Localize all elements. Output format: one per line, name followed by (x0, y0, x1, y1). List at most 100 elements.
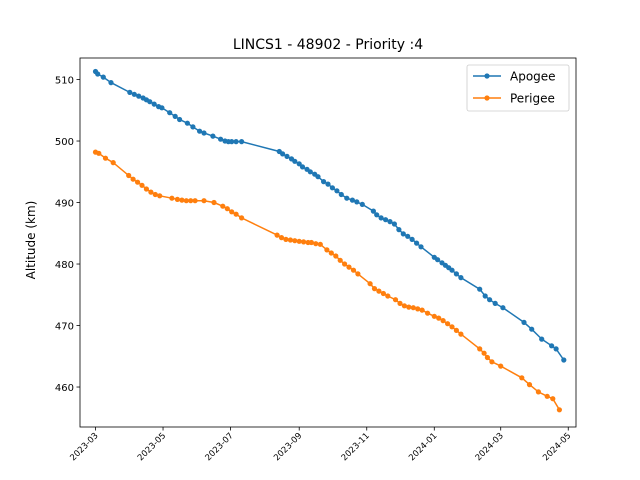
apogee-point (370, 208, 376, 214)
perigee-point (519, 375, 525, 381)
perigee-point (371, 286, 378, 292)
y-axis-label: Altitude (km) (24, 201, 38, 280)
apogee-point (239, 139, 245, 145)
y-tick-label: 460 (55, 383, 74, 394)
apogee-point (233, 139, 239, 145)
apogee-point (127, 89, 133, 95)
perigee-point (324, 247, 330, 253)
y-tick-label: 470 (55, 322, 74, 333)
perigee-point (283, 236, 289, 242)
perigee-point (96, 150, 102, 156)
perigee-point (317, 241, 323, 247)
perigee-series-line (95, 151, 561, 411)
perigee-point (440, 318, 446, 324)
y-tick-label: 500 (55, 137, 74, 148)
perigee-point (550, 396, 556, 402)
apogee-point (435, 257, 441, 263)
perigee-point (392, 297, 399, 303)
perigee-point (308, 239, 314, 246)
perigee-point (328, 250, 334, 256)
perigee-point (229, 209, 235, 215)
perigee-point (419, 307, 425, 313)
axes-frame (79, 57, 577, 428)
apogee-legend-marker (484, 73, 490, 79)
perigee-point (287, 237, 293, 243)
apogee-point (549, 343, 555, 349)
perigee-point (526, 382, 533, 388)
x-tick-label: 2023-05 (136, 431, 168, 463)
perigee-point (498, 363, 504, 369)
apogee-point (315, 174, 321, 180)
perigee-point (152, 191, 158, 198)
apogee-point (159, 105, 165, 111)
apogee-point (299, 164, 306, 170)
perigee-point (233, 211, 239, 217)
apogee-point (201, 130, 207, 136)
perigee-point (337, 257, 343, 263)
apogee-point (325, 181, 331, 187)
perigee-point (477, 346, 483, 352)
apogee-point (349, 197, 355, 203)
apogee-point (387, 219, 393, 225)
apogee-point (218, 136, 224, 142)
perigee-point (401, 303, 407, 309)
apogee-point (190, 124, 196, 130)
y-tick-label: 490 (55, 199, 74, 210)
apogee-point (95, 71, 101, 77)
apogee-point (477, 286, 483, 292)
perigee-point (431, 313, 437, 319)
apogee-point (414, 240, 420, 246)
legend: Apogee Perigee (466, 64, 570, 112)
apogee-point (167, 110, 173, 116)
perigee-point (102, 155, 109, 161)
apogee-point (487, 297, 493, 303)
x-tick-label: 2024-01 (407, 431, 439, 463)
apogee-point (334, 188, 340, 194)
perigee-point (342, 261, 348, 267)
perigee-point (192, 198, 198, 204)
apogee-point (321, 179, 327, 185)
apogee-point (453, 271, 459, 277)
apogee-point (521, 319, 527, 325)
perigee-point (535, 389, 542, 395)
apogee-point (338, 191, 344, 198)
perigee-point (346, 264, 352, 270)
apogee-point (482, 293, 488, 299)
apogee-point (561, 357, 567, 363)
apogee-series-line (94, 71, 565, 361)
apogee-point (409, 236, 415, 242)
apogee-point (383, 217, 389, 223)
x-tick-label: 2023-11 (340, 431, 372, 463)
apogee-point (131, 91, 137, 97)
apogee-point (292, 158, 298, 164)
perigee-point (130, 176, 136, 182)
apogee-point (151, 101, 157, 107)
perigee-point (274, 232, 280, 238)
perigee-point (425, 310, 431, 316)
apogee-point (197, 128, 203, 134)
axes: 460 470 480 490 500 510 2023-03 2023-05 2023-07 2… (55, 57, 577, 463)
perigee-point (449, 324, 455, 330)
perigee-point (143, 186, 149, 192)
perigee-point (410, 305, 416, 311)
apogee-point (359, 201, 365, 207)
y-tick-label: 510 (55, 76, 74, 87)
apogee-point (184, 120, 190, 126)
apogee-point (374, 212, 380, 218)
perigee-point (188, 198, 194, 204)
x-tick-label: 2024-05 (541, 431, 573, 463)
perigee-point (313, 241, 319, 247)
apogee-point (553, 346, 559, 352)
perigee-point (301, 239, 307, 245)
perigee-legend-marker (484, 95, 490, 101)
perigee-point (110, 160, 116, 166)
x-tick-label: 2023-09 (272, 431, 304, 463)
perigee-point (397, 300, 403, 306)
apogee-point (458, 275, 464, 281)
perigee-point (126, 172, 132, 179)
perigee-point (380, 290, 386, 297)
perigee-point (296, 238, 302, 244)
apogee-point (229, 139, 235, 145)
apogee-point (177, 116, 183, 123)
